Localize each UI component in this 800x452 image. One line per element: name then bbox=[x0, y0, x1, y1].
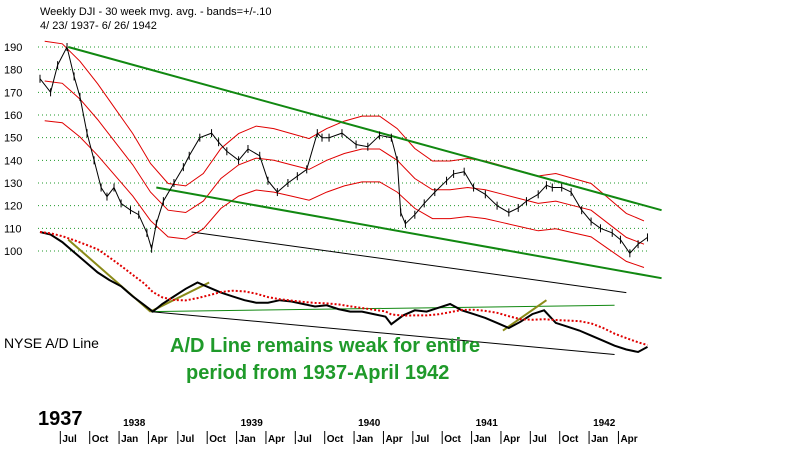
first-year-label: 1937 bbox=[38, 408, 83, 430]
x-month-label: Jul bbox=[415, 434, 430, 445]
upper-band-line bbox=[44, 40, 645, 222]
bands-layer bbox=[44, 40, 645, 268]
x-month-label: Jul bbox=[180, 434, 195, 445]
x-month-label: Jan bbox=[356, 434, 373, 445]
trend-lines bbox=[67, 46, 662, 356]
x-month-label: Jul bbox=[62, 434, 77, 445]
y-tick-label: 130 bbox=[4, 178, 22, 190]
x-axis: 1938 1939 1940 1941 1942 Jul Oct Jan Apr Jul Oct Ja… bbox=[59, 418, 638, 445]
lower-channel-line bbox=[156, 186, 662, 280]
y-tick-label: 120 bbox=[4, 201, 22, 213]
x-month-label: Apr bbox=[620, 434, 637, 445]
moving-average-line bbox=[44, 80, 645, 245]
y-tick-label: 180 bbox=[4, 65, 22, 77]
x-month-label: Jan bbox=[121, 434, 138, 445]
x-year-label: 1940 bbox=[358, 418, 381, 429]
ad-line bbox=[39, 231, 648, 354]
annotation-line-1: A/D Line remains weak for entire bbox=[170, 335, 481, 357]
y-axis: 190 180 170 160 150 140 130 120 110 100 bbox=[4, 42, 22, 258]
ad-channel-lower-line bbox=[150, 311, 615, 356]
x-month-label: Apr bbox=[150, 434, 167, 445]
y-tick-label: 100 bbox=[4, 246, 22, 258]
chart-title: Weekly DJI - 30 week mvg. avg. - bands=+… bbox=[40, 6, 272, 18]
y-tick-label: 110 bbox=[4, 223, 22, 235]
x-year-label: 1939 bbox=[241, 418, 264, 429]
series-layer bbox=[39, 43, 648, 354]
y-tick-label: 170 bbox=[4, 87, 22, 99]
x-month-label: Jul bbox=[297, 434, 312, 445]
y-tick-label: 190 bbox=[4, 42, 22, 54]
ad-rally-line-1941 bbox=[502, 299, 547, 332]
x-month-label: Oct bbox=[92, 434, 109, 445]
chart-date-range: 4/ 23/ 1937- 6/ 26/ 1942 bbox=[40, 20, 157, 32]
y-tick-label: 140 bbox=[4, 155, 22, 167]
x-month-label: Jan bbox=[591, 434, 608, 445]
x-month-label: Apr bbox=[385, 434, 402, 445]
y-tick-label: 160 bbox=[4, 110, 22, 122]
x-month-label: Oct bbox=[209, 434, 226, 445]
x-month-label: Apr bbox=[268, 434, 285, 445]
x-month-label: Oct bbox=[444, 434, 461, 445]
x-year-label: 1938 bbox=[123, 418, 146, 429]
x-month-label: Apr bbox=[503, 434, 520, 445]
dji-price-line bbox=[39, 45, 648, 255]
x-month-label: Oct bbox=[562, 434, 579, 445]
lower-band-line bbox=[44, 120, 645, 268]
ad-channel-upper-line bbox=[191, 231, 627, 294]
y-tick-label: 150 bbox=[4, 133, 22, 145]
ad-moving-average-line bbox=[39, 231, 648, 347]
x-month-label: Jan bbox=[239, 434, 256, 445]
x-year-label: 1941 bbox=[476, 418, 499, 429]
x-month-label: Oct bbox=[327, 434, 344, 445]
upper-channel-line bbox=[67, 46, 662, 212]
x-month-label: Jul bbox=[532, 434, 547, 445]
ad-line-label: NYSE A/D Line bbox=[4, 335, 99, 351]
x-year-label: 1942 bbox=[593, 418, 616, 429]
x-month-label: Jan bbox=[474, 434, 491, 445]
annotation-line-2: period from 1937-April 1942 bbox=[186, 362, 450, 384]
